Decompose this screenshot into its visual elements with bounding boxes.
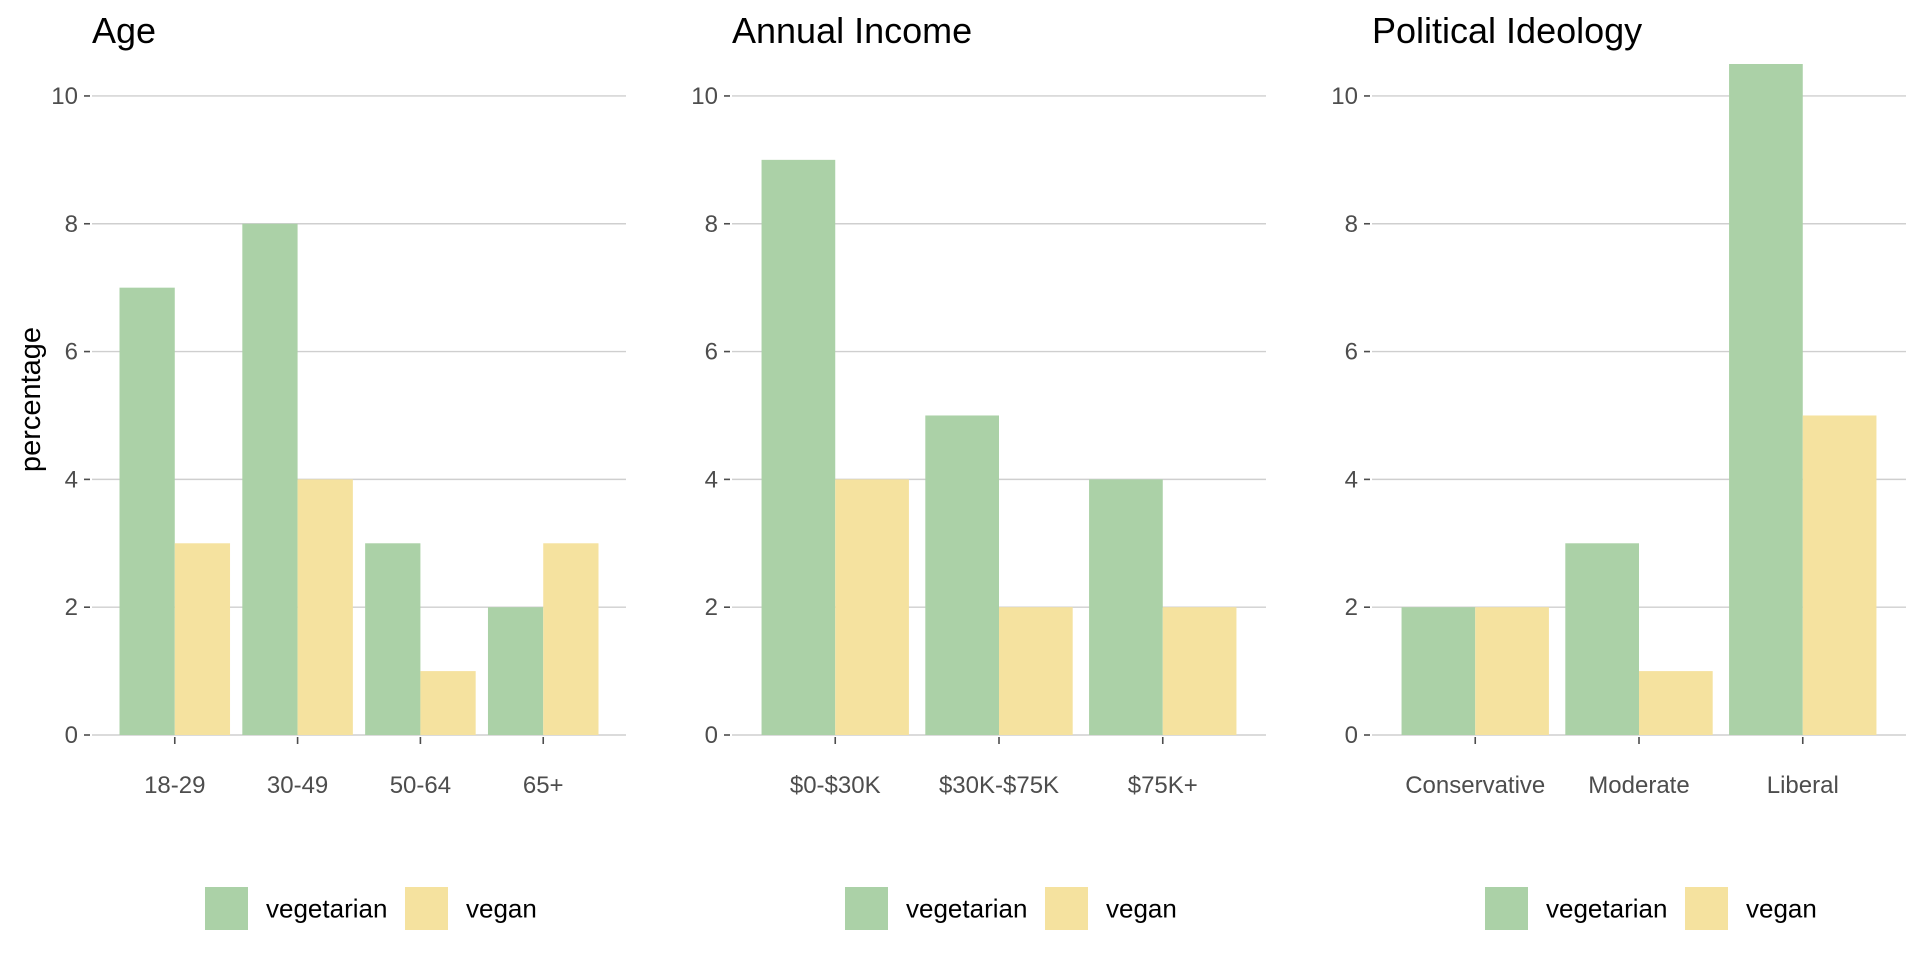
legend-label-vegetarian: vegetarian bbox=[266, 894, 387, 924]
y-tick-label: 10 bbox=[51, 83, 78, 110]
y-tick-label: 0 bbox=[1345, 722, 1358, 749]
bar-vegan bbox=[297, 479, 353, 735]
chart-panel: Annual Income 0 2 4 6 8 10 $0-$30K $30K-$75K $75K… bbox=[691, 10, 1266, 930]
x-tick-label: Liberal bbox=[1767, 772, 1839, 799]
y-tick-label: 8 bbox=[705, 211, 718, 238]
bar-vegan bbox=[999, 607, 1073, 735]
bar-vegan bbox=[174, 543, 231, 735]
panel-title: Age bbox=[92, 10, 156, 51]
legend-label-vegetarian: vegetarian bbox=[1546, 894, 1667, 924]
y-tick-label: 4 bbox=[705, 466, 718, 493]
legend-label-vegetarian: vegetarian bbox=[906, 894, 1027, 924]
legend-key-vegetarian bbox=[1485, 887, 1528, 930]
y-tick-label: 4 bbox=[65, 466, 78, 493]
legend-label-vegan: vegan bbox=[1746, 894, 1817, 924]
bar-vegetarian bbox=[242, 223, 298, 735]
y-tick-label: 4 bbox=[1345, 466, 1358, 493]
legend-label-vegan: vegan bbox=[1106, 894, 1177, 924]
x-tick-label: 65+ bbox=[523, 772, 564, 799]
y-tick-label: 6 bbox=[705, 339, 718, 366]
bar-vegetarian bbox=[487, 607, 544, 735]
y-tick-label: 6 bbox=[65, 339, 78, 366]
y-tick-label: 8 bbox=[1345, 211, 1358, 238]
legend-key-vegetarian bbox=[845, 887, 888, 930]
legend: vegetarian vegan bbox=[1485, 887, 1817, 930]
bar-vegetarian bbox=[119, 287, 175, 735]
bar-vegetarian bbox=[1565, 543, 1639, 735]
y-axis-title: percentage bbox=[15, 327, 47, 472]
legend: vegetarian vegan bbox=[845, 887, 1177, 930]
legend: vegetarian vegan bbox=[205, 887, 537, 930]
bar-vegan bbox=[835, 479, 909, 735]
y-tick-label: 2 bbox=[65, 594, 78, 621]
x-tick-label: $0-$30K bbox=[790, 772, 881, 799]
legend-key-vegan bbox=[1045, 887, 1088, 930]
bar-vegan bbox=[1162, 607, 1237, 735]
x-tick-label: 50-64 bbox=[390, 772, 451, 799]
panel-title: Annual Income bbox=[732, 10, 972, 51]
bar-vegan bbox=[1802, 415, 1877, 735]
bar-vegan bbox=[1639, 671, 1713, 735]
y-tick-label: 0 bbox=[705, 722, 718, 749]
x-tick-label: Moderate bbox=[1588, 772, 1689, 799]
y-tick-label: 10 bbox=[691, 83, 718, 110]
y-tick-label: 2 bbox=[1345, 594, 1358, 621]
bar-vegetarian bbox=[1401, 607, 1476, 735]
x-tick-label: $30K-$75K bbox=[939, 772, 1059, 799]
chart-panel: Political Ideology 0 2 4 6 8 10 Conservative Mod… bbox=[1331, 10, 1906, 930]
bar-vegetarian bbox=[925, 415, 999, 735]
y-tick-label: 2 bbox=[705, 594, 718, 621]
bar-vegan bbox=[543, 543, 599, 735]
y-tick-label: 6 bbox=[1345, 339, 1358, 366]
bar-vegan bbox=[1475, 607, 1549, 735]
bar-vegetarian bbox=[1089, 479, 1163, 735]
panel-title: Political Ideology bbox=[1372, 10, 1642, 51]
bar-vegetarian bbox=[1729, 64, 1803, 735]
y-tick-label: 10 bbox=[1331, 83, 1358, 110]
y-tick-label: 8 bbox=[65, 211, 78, 238]
x-tick-label: 18-29 bbox=[144, 772, 205, 799]
legend-key-vegetarian bbox=[205, 887, 248, 930]
x-tick-label: $75K+ bbox=[1128, 772, 1198, 799]
bar-vegan bbox=[420, 671, 476, 735]
chart-panel: Age 0 2 4 6 8 10 percentage 18-29 30-49 50-64 65+ ve… bbox=[15, 10, 626, 930]
x-tick-label: Conservative bbox=[1405, 772, 1545, 799]
x-tick-label: 30-49 bbox=[267, 772, 328, 799]
bar-vegetarian bbox=[365, 543, 421, 735]
legend-label-vegan: vegan bbox=[466, 894, 537, 924]
y-tick-label: 0 bbox=[65, 722, 78, 749]
legend-key-vegan bbox=[405, 887, 448, 930]
bar-vegetarian bbox=[761, 159, 836, 735]
legend-key-vegan bbox=[1685, 887, 1728, 930]
